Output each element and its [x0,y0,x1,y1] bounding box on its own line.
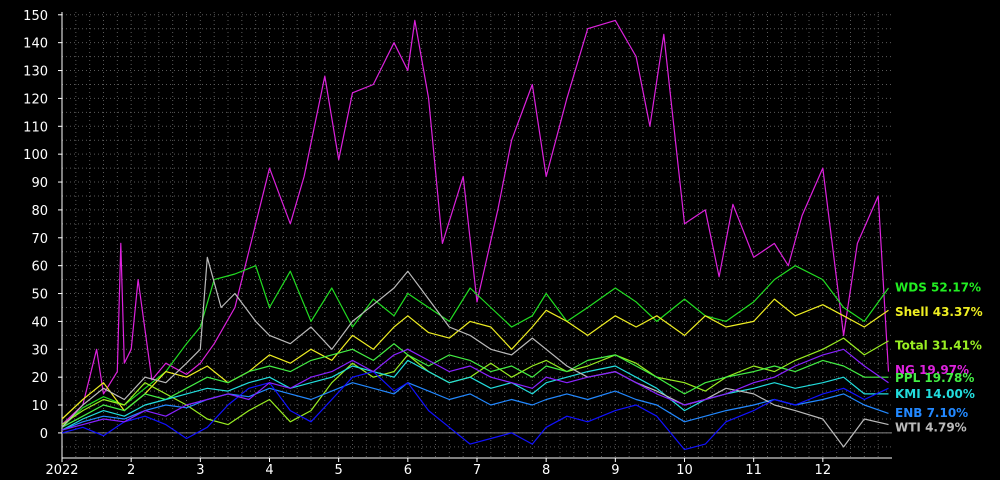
y-tick-label: 120 [23,92,48,107]
legend-label: Total 31.41% [895,338,982,352]
axes: 0 10 20 30 40 50 60 70 80 90 100 110 120 130 140 150 202… [23,9,892,478]
y-tick-label: 30 [31,343,48,358]
series-line-ng [61,19,890,426]
legend-label: WTI 4.79% [895,420,967,434]
legend: WDS 52.17% Shell 43.37% Total 31.41% NG 19.… [895,280,983,434]
series-line-wti [61,256,889,448]
y-tick-label: 140 [23,37,48,52]
y-tick-label: 90 [31,176,48,191]
x-tick-label: 2022 [45,463,78,478]
legend-label: PPL 19.78% [895,371,974,385]
x-tick-label: 4 [265,463,273,478]
y-tick-label: 70 [31,232,48,247]
y-tick-label: 40 [31,315,48,330]
y-tick-label: 60 [31,260,48,275]
legend-label: NG 19.97% [895,363,969,377]
legend-label: KMI 14.00% [895,387,975,401]
legend-label: ENB 7.10% [895,406,968,420]
series-line-unlabeled-8 [61,371,889,451]
x-tick-label: 9 [611,463,619,478]
y-tick-label: 150 [23,9,48,24]
x-tick-label: 10 [676,463,693,478]
y-tick-label: 80 [31,204,48,219]
series-line-unlabeled-9 [61,348,889,431]
x-tick-label: 11 [745,463,762,478]
series-line-enb [61,382,889,431]
series-line-ppl [61,343,889,428]
legend-label: Shell 43.37% [895,305,983,319]
legend-label: WDS 52.17% [895,280,981,294]
y-tick-label: 10 [31,399,48,414]
x-tick-label: 3 [196,463,204,478]
x-tick-label: 8 [542,463,550,478]
y-tick-label: 130 [23,65,48,80]
x-tick-label: 5 [335,463,343,478]
y-tick-label: 110 [23,120,48,135]
y-tick-label: 100 [23,148,48,163]
x-tick-label: 2 [127,463,135,478]
x-tick-label: 7 [473,463,481,478]
series-line-wds [61,265,889,428]
y-tick-label: 0 [40,427,48,442]
y-tick-label: 50 [31,288,48,303]
series-group [61,19,890,451]
series-line-shell [61,298,889,420]
x-tick-label: 6 [404,463,412,478]
grid [61,12,892,458]
x-tick-label: 12 [815,463,832,478]
y-tick-label: 20 [31,371,48,386]
